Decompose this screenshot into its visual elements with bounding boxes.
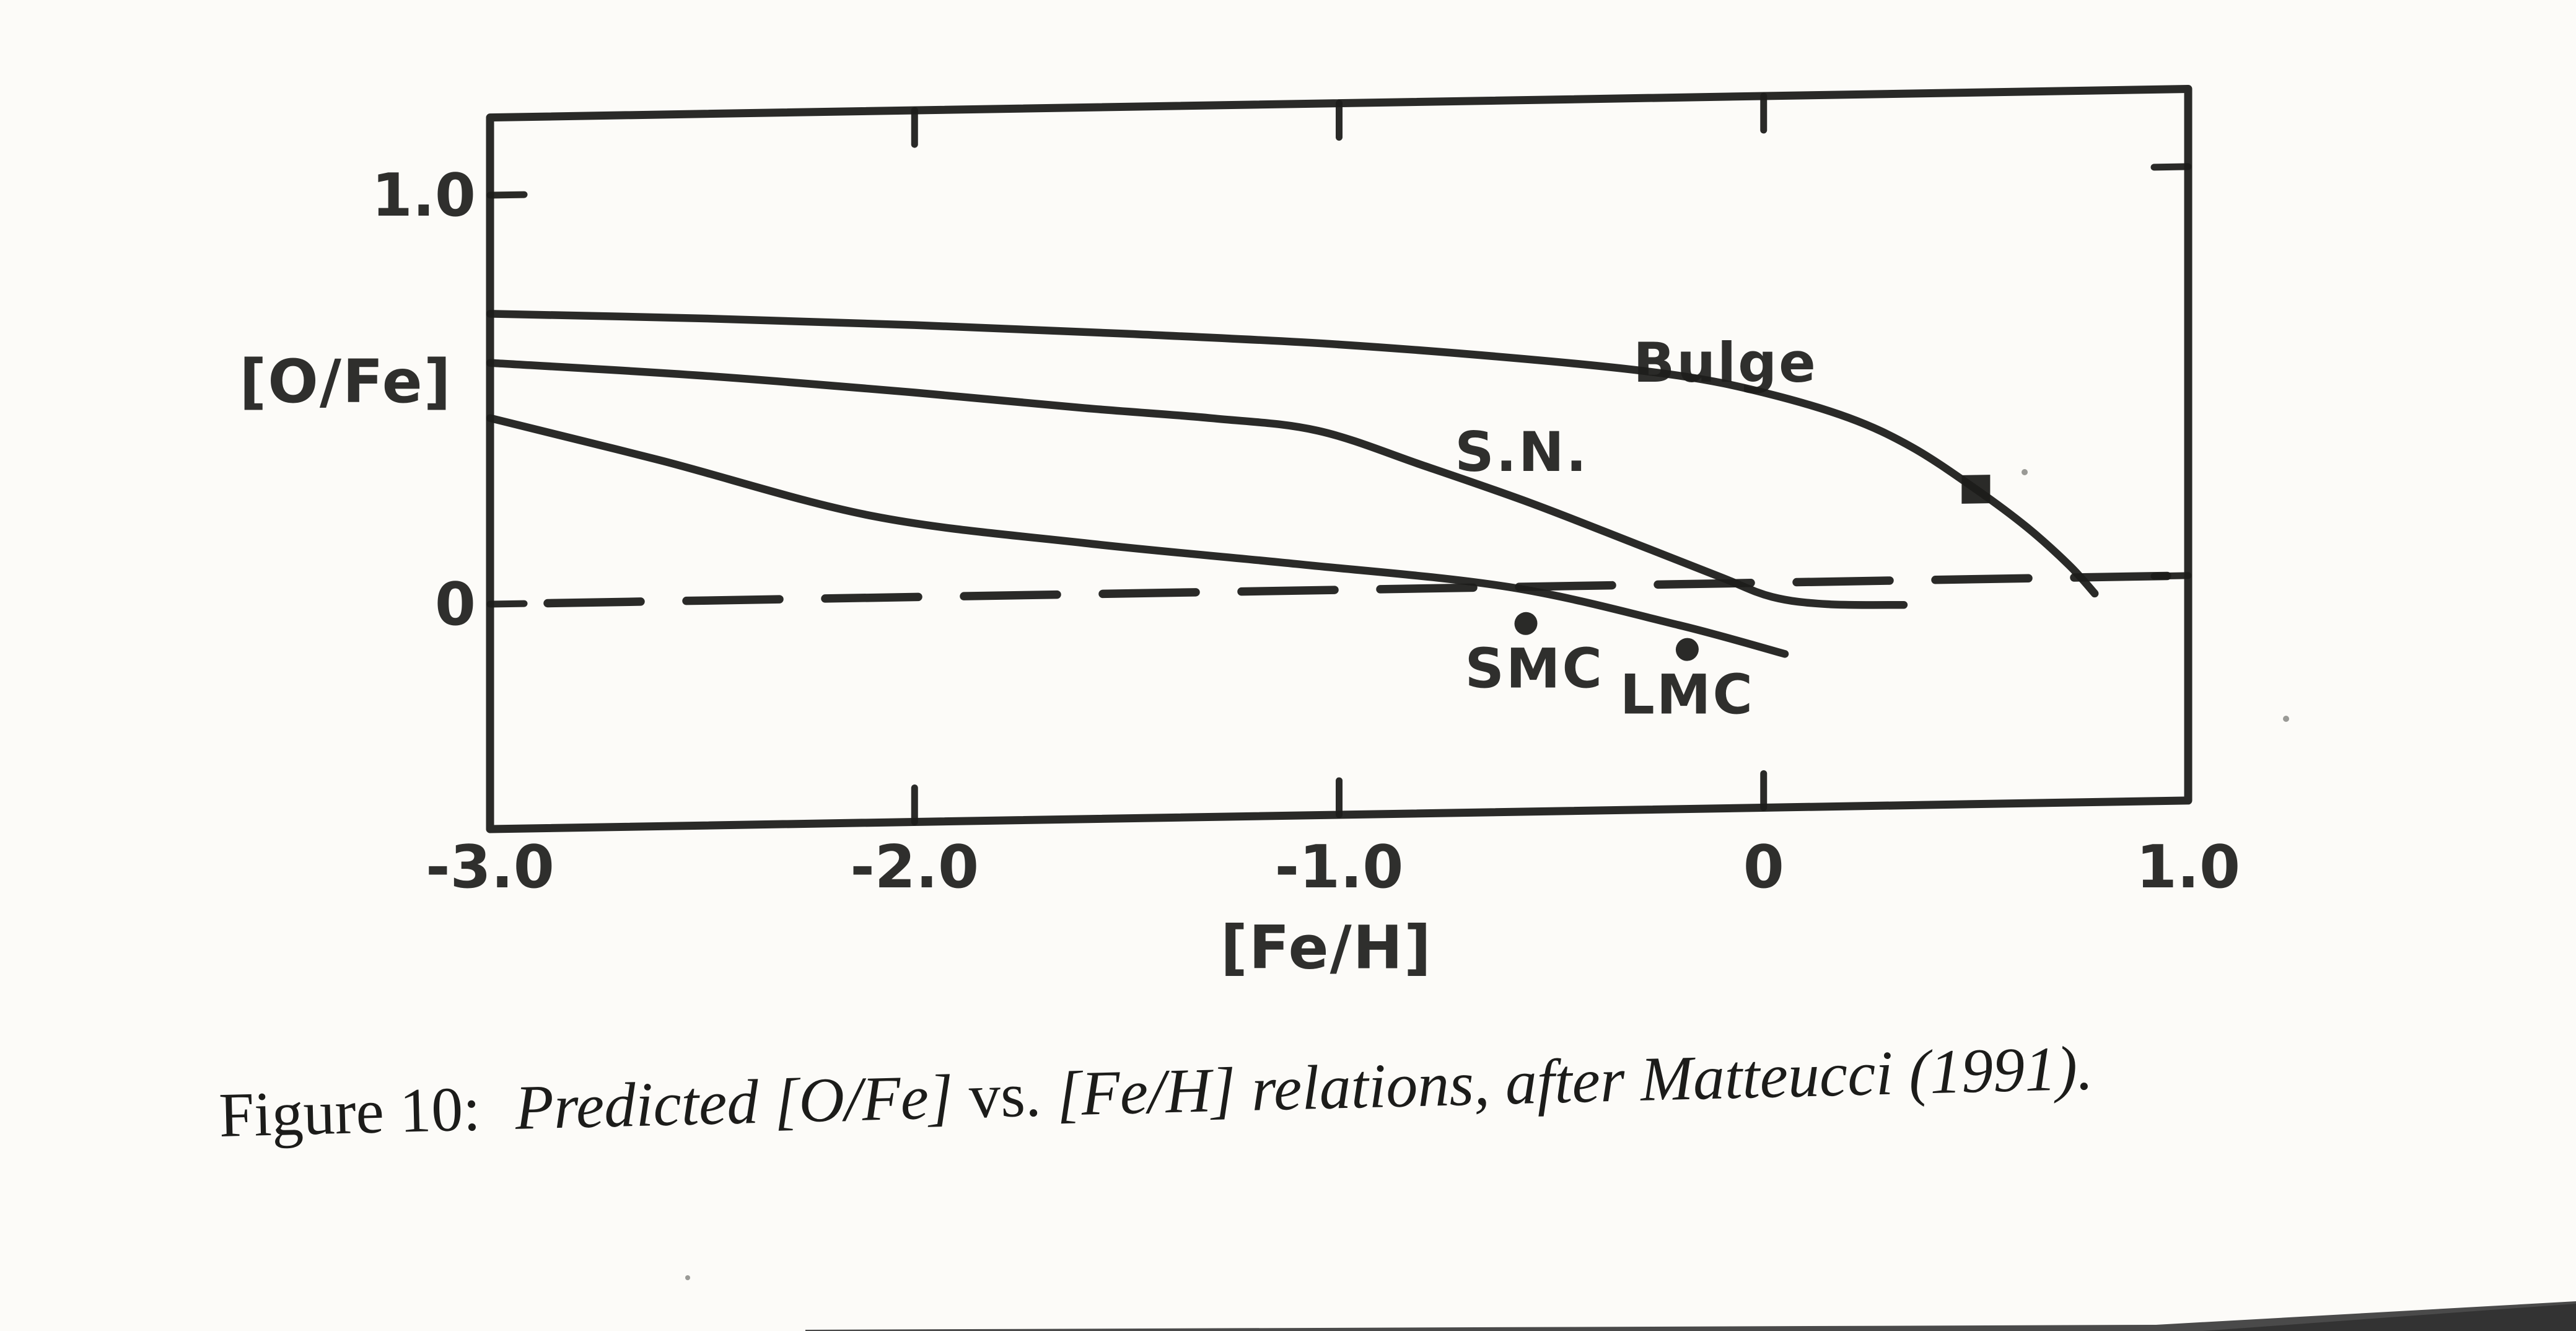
caption-emphasis-1: Predicted [O/Fe] xyxy=(514,1062,954,1143)
annotation-bulge: Bulge xyxy=(1633,331,1818,395)
zero-dashed-line xyxy=(543,571,2191,608)
lmc-point xyxy=(1675,638,1699,661)
x-tick-label-1.0: 1.0 xyxy=(2136,833,2240,902)
caption-figure-number: Figure 10: xyxy=(218,1074,481,1151)
x-tick-label--3.0: -3.0 xyxy=(426,833,554,902)
curve-unlabeled-lower-curve xyxy=(486,414,1789,658)
annotation-lmc: LMC xyxy=(1620,663,1755,727)
smc-point xyxy=(1514,612,1538,635)
y-axis-title: [O/Fe] xyxy=(239,347,452,416)
x-tick-label--2.0: -2.0 xyxy=(850,833,979,902)
scan-speck xyxy=(685,1275,690,1280)
scan-speck xyxy=(2283,716,2289,722)
x-tick-label-0: 0 xyxy=(1743,833,1784,902)
annotation-smc: SMC xyxy=(1465,637,1604,701)
caption-gap xyxy=(481,1129,515,1130)
scan-speck xyxy=(2022,469,2028,475)
curve-bulge xyxy=(486,310,2099,598)
x-tick-label--1.0: -1.0 xyxy=(1275,833,1404,902)
y-tick-label-0: 0 xyxy=(435,571,476,639)
curve-s-n- xyxy=(486,359,1908,609)
y-tick-label-1.0: 1.0 xyxy=(372,162,476,230)
annotation-s-n-: S.N. xyxy=(1455,420,1588,484)
bulge-square xyxy=(1961,475,1991,504)
caption-vs: vs. xyxy=(968,1060,1042,1132)
x-axis-title: [Fe/H] xyxy=(1220,913,1432,983)
scan-edge-wedge xyxy=(2203,1304,2576,1331)
